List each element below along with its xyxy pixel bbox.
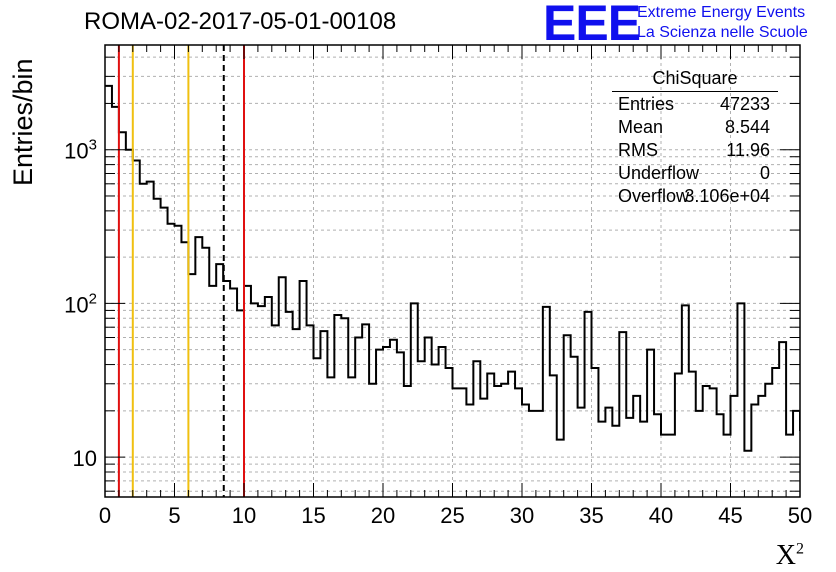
x-tick-label: 45	[718, 503, 742, 528]
x-tick-label: 20	[371, 503, 395, 528]
y-tick-label-exponent: 3	[89, 137, 97, 154]
logo-line-2: La Scienza nelle Scuole	[637, 24, 808, 41]
stats-row-rms: RMS 11.96	[612, 140, 778, 163]
x-axis-label-symbol: X	[775, 540, 796, 571]
stats-row-overflow: Overflow 3.106e+04	[612, 186, 778, 209]
chart-title: ROMA-02-2017-05-01-00108	[84, 8, 397, 35]
stats-row-mean: Mean 8.544	[612, 117, 778, 140]
stats-row-entries: Entries 47233	[612, 94, 778, 117]
y-tick-label-base: 10	[64, 292, 88, 317]
stats-value: 11.96	[726, 140, 770, 160]
y-tick-label: 103	[64, 137, 97, 164]
stats-box: ChiSquare Entries 47233 Mean 8.544 RMS 11.9…	[612, 68, 778, 209]
x-tick-label: 10	[232, 503, 256, 528]
x-tick-label: 25	[440, 503, 464, 528]
stats-key: RMS	[618, 140, 658, 160]
stats-value: 0	[759, 163, 770, 183]
stats-value: 3.106e+04	[684, 186, 770, 206]
stats-row-underflow: Underflow 0	[612, 163, 778, 186]
x-axis-label-superscript: 2	[796, 540, 804, 558]
stats-title: ChiSquare	[612, 68, 778, 92]
stats-key: Underflow	[618, 163, 700, 183]
grid	[104, 45, 801, 497]
x-tick-label: 5	[168, 503, 180, 528]
y-tick-label-base: 10	[64, 139, 88, 164]
y-axis-label: Entries/bin	[8, 58, 38, 186]
stats-value: 8.544	[724, 117, 770, 137]
logo-line-1: Extreme Energy Events	[637, 4, 806, 21]
stats-value: 47233	[719, 94, 770, 114]
histogram-step-line	[105, 84, 800, 452]
histogram-series	[105, 84, 800, 452]
stats-key: Mean	[618, 117, 664, 137]
x-tick-label: 35	[579, 503, 603, 528]
eee-logo: EEE	[543, 0, 641, 51]
x-axis-label: X2	[776, 540, 804, 572]
axis-ticks	[104, 45, 801, 497]
stats-key: Overflow	[618, 186, 690, 206]
y-tick-label-base: 10	[73, 446, 97, 471]
y-tick-label-exponent: 2	[89, 290, 97, 307]
y-tick-label: 10	[73, 446, 97, 471]
x-tick-label: 40	[649, 503, 673, 528]
reference-lines	[117, 45, 245, 497]
y-tick-label: 102	[64, 290, 97, 317]
x-tick-label: 15	[301, 503, 325, 528]
stats-key: Entries	[618, 94, 675, 114]
x-tick-label: 50	[788, 503, 812, 528]
x-tick-label: 0	[99, 503, 111, 528]
x-tick-label: 30	[510, 503, 534, 528]
